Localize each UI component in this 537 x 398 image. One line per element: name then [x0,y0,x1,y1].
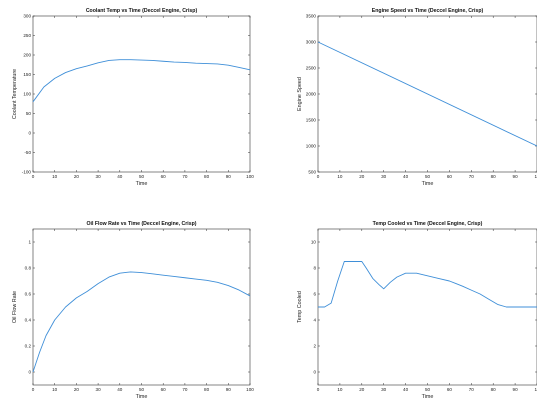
x-tick-label: 10 [52,174,58,179]
y-tick-label: 150 [23,72,31,77]
x-tick-label: 90 [513,174,519,179]
axes-frame [32,228,251,386]
x-tick-label: 70 [469,387,475,392]
series-line [32,271,251,373]
x-tick-label: 40 [117,387,123,392]
y-tick-label: 0.4 [25,318,32,323]
y-tick-label: -50 [24,150,31,155]
chart-1: 0 10 20 30 40 50 60 70 80 90 100 -100 -50 0 50 100 150 20… [12,8,254,187]
x-tick-label: 50 [139,174,145,179]
x-tick-label: 100 [246,387,254,392]
x-tick-label: 20 [359,387,365,392]
x-tick-label: 80 [204,174,210,179]
x-tick-label: 70 [182,387,188,392]
y-tick-label: 10 [311,240,317,245]
series-line [317,41,537,147]
y-tick-label: 0 [28,370,31,375]
y-tick-label: 2500 [306,66,317,71]
x-tick-label: 90 [226,387,232,392]
y-tick-label: 100 [23,92,31,97]
x-tick-label: 100 [246,174,254,179]
y-tick-label: 1 [28,240,31,245]
x-tick-label: 30 [381,387,387,392]
x-tick-label: 20 [74,174,80,179]
y-tick-label: 1500 [306,118,317,123]
y-tick-label: 300 [23,14,31,19]
x-tick-label: 60 [447,387,453,392]
x-tick-label: 40 [403,174,409,179]
x-tick-label: 30 [96,174,102,179]
x-tick-label: 70 [469,174,475,179]
y-tick-label: -100 [22,170,32,175]
series-line [318,261,537,308]
y-axis-label: Temp Cooled [297,291,303,323]
chart-title: Temp Cooled vs Time (Deccel Engine, Cris… [373,221,483,227]
x-axis-label: Time [422,394,434,398]
x-tick-label: 40 [117,174,123,179]
x-tick-label: 60 [161,387,167,392]
x-tick-label: 10 [52,387,58,392]
axes-frame [32,15,251,173]
chart-title: Coolant Temp vs Time (Deccel Engine, Cri… [86,8,198,14]
x-tick-label: 0 [32,174,35,179]
chart-title: Oil Flow Rate vs Time (Deccel Engine, Cr… [86,221,196,227]
y-tick-label: 1000 [306,144,317,149]
x-tick-label: 10 [534,387,537,392]
x-tick-label: 30 [381,174,387,179]
y-tick-label: 3000 [306,40,317,45]
y-tick-label: 3500 [306,14,317,19]
y-tick-label: 0.8 [25,266,32,271]
y-axis-label: Coolant Temperature [12,69,18,119]
y-tick-label: 0.6 [25,292,32,297]
y-axis-label: Oil Flow Rate [12,291,18,323]
x-tick-label: 80 [491,174,497,179]
x-tick-label: 20 [359,174,365,179]
x-tick-label: 90 [226,174,232,179]
x-tick-label: 20 [74,387,80,392]
x-axis-label: Time [422,181,434,187]
x-tick-label: 10 [534,174,537,179]
x-tick-label: 80 [204,387,210,392]
x-tick-label: 10 [337,174,343,179]
chart-4: 0102030405060708090100246810Temp Cooled … [297,221,537,398]
chart-3: 0 10 20 30 40 50 60 70 80 90 100 0 0.2 0.4 0.6 0.8 1 Oil … [12,221,254,398]
y-tick-label: 8 [313,266,316,271]
x-tick-label: 10 [337,387,343,392]
y-tick-label: 250 [23,33,31,38]
x-tick-label: 30 [96,387,102,392]
x-tick-label: 90 [513,387,519,392]
y-tick-label: 500 [308,170,316,175]
x-tick-label: 50 [425,387,431,392]
chart-2: 0 10 20 30 40 50 60 70 80 90 10 500 1000 1500 2000 2500… [297,8,537,187]
chart-title: Engine Speed vs Time (Deccel Engine, Cri… [372,8,484,14]
x-tick-label: 50 [425,174,431,179]
x-tick-label: 60 [161,174,167,179]
y-tick-label: 0.2 [25,344,32,349]
x-tick-label: 40 [403,387,409,392]
x-tick-label: 0 [32,387,35,392]
x-tick-label: 50 [139,387,145,392]
y-tick-label: 6 [313,292,316,297]
y-axis-label: Engine Speed [297,77,303,111]
y-tick-label: 2000 [306,92,317,97]
y-tick-label: 50 [26,111,32,116]
axes-frame [317,228,537,386]
y-tick-label: 4 [313,318,316,323]
x-tick-label: 0 [317,174,320,179]
series-line [32,59,251,103]
x-tick-label: 0 [317,387,320,392]
x-tick-label: 80 [491,387,497,392]
x-axis-label: Time [136,394,148,398]
y-tick-label: 200 [23,53,31,58]
y-tick-label: 0 [28,131,31,136]
x-axis-label: Time [136,181,148,187]
x-tick-label: 70 [182,174,188,179]
y-tick-label: 0 [313,370,316,375]
y-tick-label: 2 [313,344,316,349]
x-tick-label: 60 [447,174,453,179]
